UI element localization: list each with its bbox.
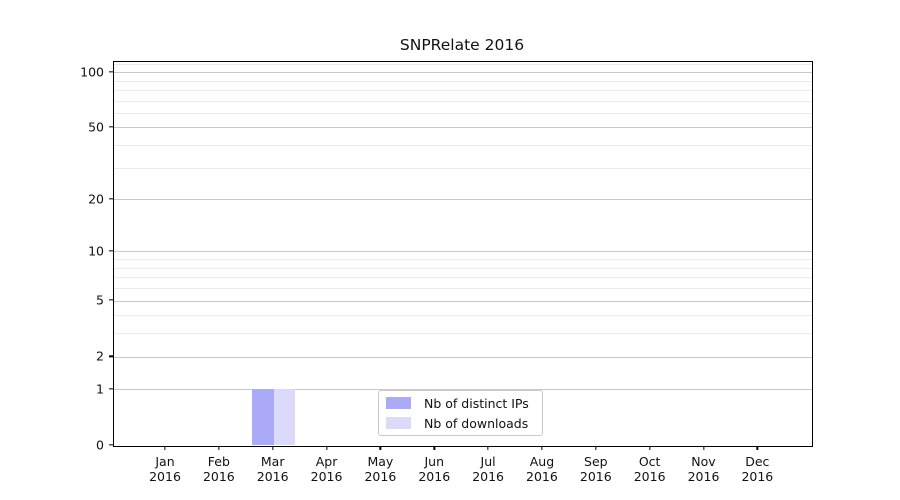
legend-swatch	[386, 417, 411, 429]
minor-gridline	[114, 112, 812, 114]
x-tick-label: Jul 2016	[472, 453, 504, 485]
major-gridline	[114, 72, 812, 74]
y-tick-mark	[109, 355, 113, 357]
x-tick-label: Aug 2016	[526, 453, 558, 485]
x-tick-label: Jun 2016	[418, 453, 451, 485]
x-tick-mark	[433, 445, 435, 450]
bar-nb-of-distinct-ips	[252, 389, 274, 446]
y-tick-mark	[109, 198, 113, 200]
x-tick-mark	[541, 445, 543, 450]
legend: Nb of distinct IPs Nb of downloads	[378, 390, 543, 436]
x-tick-mark	[648, 445, 651, 450]
x-tick-mark	[756, 445, 758, 450]
minor-gridline	[114, 259, 812, 261]
x-tick-label: Apr 2016	[310, 453, 343, 485]
y-tick-mark	[109, 299, 113, 301]
legend-item: Nb of distinct IPs	[386, 396, 542, 411]
y-tick-label: 20	[88, 191, 104, 207]
x-tick-mark	[218, 445, 220, 450]
x-tick-mark	[164, 445, 166, 450]
y-tick-mark	[109, 126, 113, 128]
plot-area	[113, 61, 813, 447]
x-tick-label: Oct 2016	[633, 453, 666, 485]
y-tick-label: 50	[88, 119, 104, 135]
y-tick-label: 5	[96, 292, 104, 308]
minor-gridline	[114, 167, 812, 169]
y-tick-label: 100	[80, 64, 104, 80]
minor-gridline	[114, 80, 812, 82]
x-tick-label: Sep 2016	[579, 453, 612, 485]
minor-gridline	[114, 100, 812, 102]
major-gridline	[114, 356, 812, 358]
y-tick-label: 2	[96, 348, 104, 364]
minor-gridline	[114, 89, 812, 91]
minor-gridline	[114, 315, 812, 317]
minor-gridline	[114, 145, 812, 147]
major-gridline	[114, 251, 812, 253]
y-tick-label: 0	[96, 437, 104, 453]
x-tick-mark	[595, 445, 597, 450]
legend-item: Nb of downloads	[386, 416, 542, 431]
x-tick-mark	[702, 445, 705, 450]
y-tick-label: 10	[88, 243, 104, 259]
y-tick-label: 1	[96, 381, 104, 397]
x-tick-mark	[379, 445, 382, 450]
legend-swatch	[386, 397, 411, 409]
minor-gridline	[114, 64, 812, 66]
x-tick-mark	[487, 445, 489, 450]
minor-gridline	[114, 267, 812, 269]
major-gridline	[114, 300, 812, 302]
bar-nb-of-downloads	[273, 389, 296, 446]
minor-gridline	[114, 288, 812, 290]
x-tick-label: Feb 2016	[202, 453, 235, 485]
x-tick-label: Dec 2016	[741, 453, 774, 485]
x-tick-label: May 2016	[364, 453, 397, 485]
x-tick-label: Mar 2016	[256, 453, 289, 485]
major-gridline	[114, 199, 812, 201]
x-tick-mark	[272, 445, 274, 450]
chart-title: SNPRelate 2016	[399, 36, 525, 54]
minor-gridline	[114, 277, 812, 279]
legend-label: Nb of distinct IPs	[424, 395, 529, 411]
minor-gridline	[114, 333, 812, 335]
y-tick-mark	[109, 250, 113, 252]
legend-label: Nb of downloads	[424, 415, 529, 431]
y-tick-mark	[109, 71, 113, 73]
x-tick-label: Nov 2016	[687, 453, 720, 485]
major-gridline	[114, 389, 812, 391]
y-tick-mark	[109, 388, 113, 390]
x-tick-mark	[325, 445, 328, 450]
x-tick-label: Jan 2016	[149, 453, 181, 485]
y-tick-mark	[109, 444, 113, 446]
major-gridline	[114, 127, 812, 129]
